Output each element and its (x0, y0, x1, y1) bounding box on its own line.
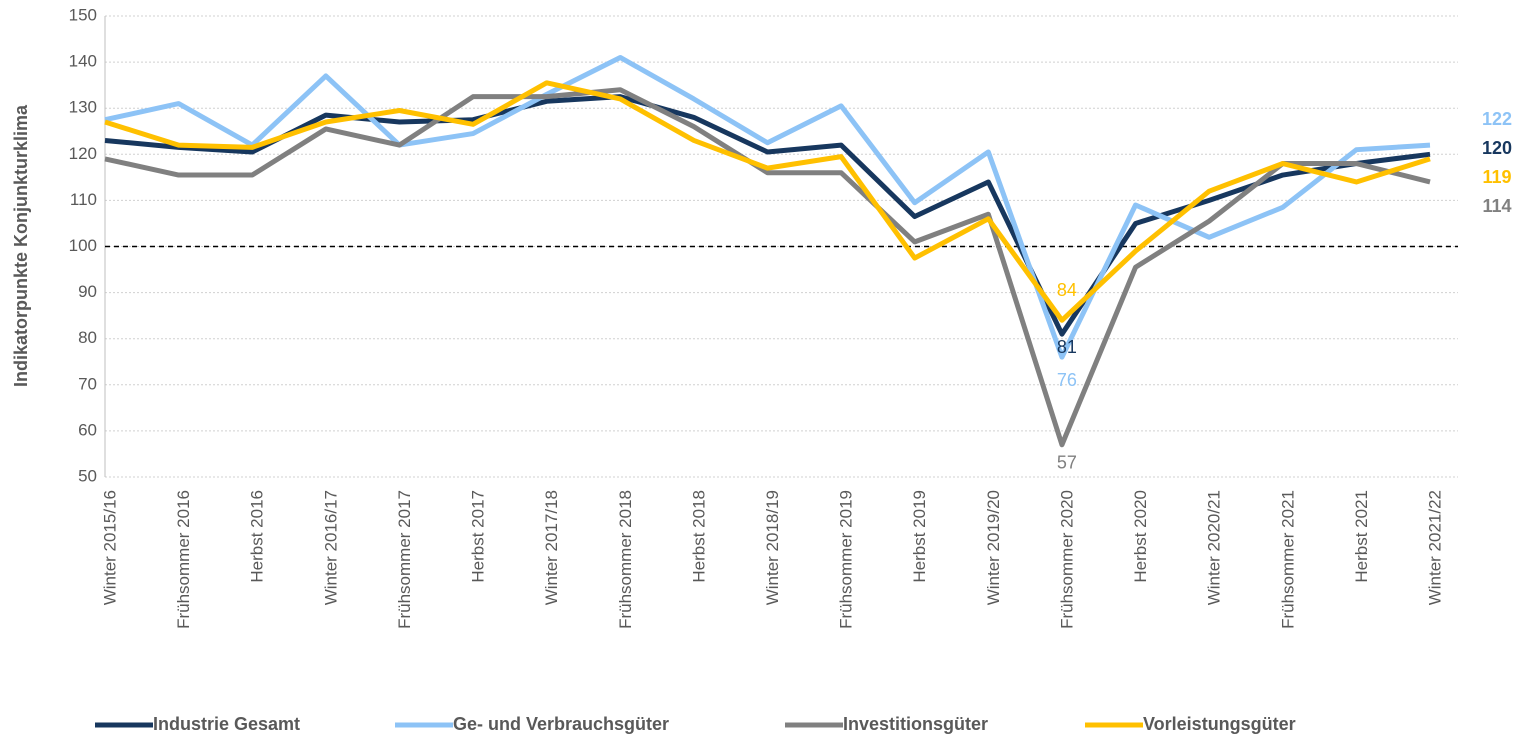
y-tick-label: 90 (78, 282, 97, 301)
x-tick-label: Herbst 2016 (248, 490, 267, 583)
x-tick-label: Herbst 2020 (1131, 490, 1150, 583)
y-tick-label: 50 (78, 466, 97, 485)
point-label: 81 (1057, 337, 1077, 357)
end-label: 119 (1482, 167, 1511, 187)
point-label: 84 (1057, 280, 1077, 300)
legend-label: Investitionsgüter (843, 714, 988, 734)
y-tick-label: 130 (69, 98, 97, 117)
y-tick-label: 120 (69, 144, 97, 163)
x-tick-label: Winter 2021/22 (1425, 490, 1444, 605)
legend-label: Vorleistungsgüter (1143, 714, 1296, 734)
y-tick-label: 80 (78, 328, 97, 347)
x-tick-label: Frühsommer 2016 (174, 490, 193, 629)
end-label: 114 (1482, 196, 1511, 216)
legend-label: Ge- und Verbrauchsgüter (453, 714, 669, 734)
series-line (104, 87, 1431, 448)
x-tick-label: Winter 2020/21 (1205, 490, 1224, 605)
x-tick-label: Winter 2015/16 (100, 490, 119, 605)
point-label: 57 (1057, 452, 1077, 472)
y-tick-label: 150 (69, 5, 97, 24)
x-tick-label: Winter 2019/20 (984, 490, 1003, 605)
x-tick-label: Frühsommer 2019 (837, 490, 856, 629)
y-tick-label: 60 (78, 420, 97, 439)
point-label: 76 (1057, 370, 1077, 390)
x-tick-label: Winter 2017/18 (542, 490, 561, 605)
x-tick-label: Herbst 2017 (469, 490, 488, 583)
series-line (104, 80, 1431, 323)
y-tick-label: 110 (70, 190, 97, 209)
y-tick-label: 100 (69, 236, 97, 255)
x-tick-label: Herbst 2019 (910, 490, 929, 583)
x-tick-label: Frühsommer 2018 (616, 490, 635, 629)
x-tick-label: Herbst 2021 (1352, 490, 1371, 583)
series-line (104, 54, 1431, 360)
x-tick-label: Frühsommer 2021 (1278, 490, 1297, 629)
y-tick-label: 70 (78, 374, 97, 393)
y-axis-label: Indikatorpunkte Konjunkturklima (11, 104, 31, 387)
y-tick-label: 140 (69, 52, 97, 71)
series-line (104, 94, 1431, 337)
x-tick-label: Winter 2016/17 (321, 490, 340, 605)
legend-label: Industrie Gesamt (153, 714, 300, 734)
x-tick-label: Frühsommer 2020 (1057, 490, 1076, 629)
x-tick-label: Winter 2018/19 (763, 490, 782, 605)
x-tick-label: Frühsommer 2017 (395, 490, 414, 629)
end-label: 122 (1482, 109, 1512, 129)
x-tick-label: Herbst 2018 (689, 490, 708, 583)
end-label: 120 (1482, 138, 1512, 158)
